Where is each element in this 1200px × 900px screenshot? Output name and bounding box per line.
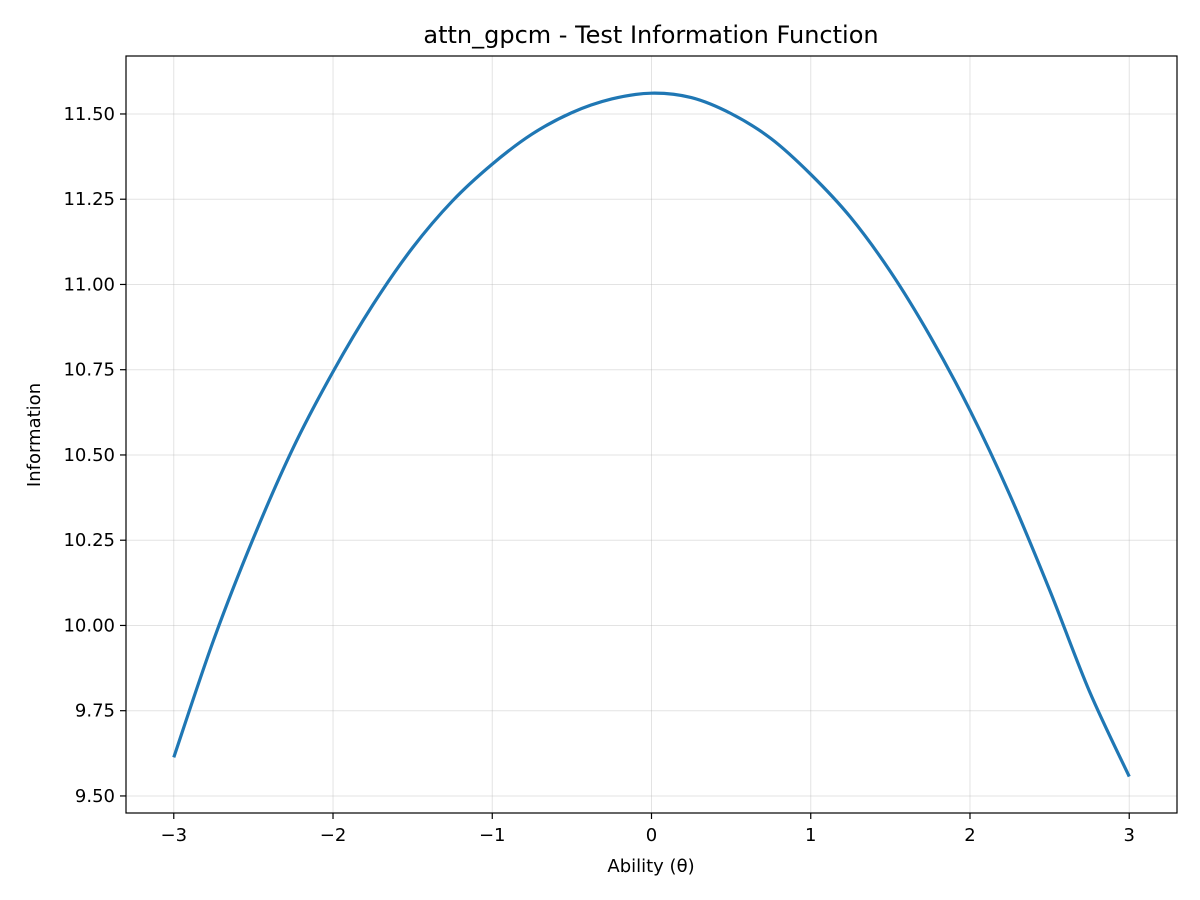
y-axis-ticks: 9.50 9.75 10.00 10.25 10.50 10.75 11.00 11.25 11… [63, 104, 126, 807]
x-tick-label: 3 [1124, 825, 1135, 846]
x-tick-label: 1 [805, 825, 816, 846]
y-tick-label: 9.50 [75, 786, 115, 807]
y-tick-label: 11.50 [63, 104, 115, 125]
y-tick-label: 10.75 [63, 360, 115, 381]
chart-title: attn_gpcm - Test Information Function [423, 21, 878, 49]
y-tick-label: 11.00 [63, 274, 115, 295]
x-axis-ticks: −3 −2 −1 0 1 2 3 [160, 813, 1135, 846]
x-axis-label: Ability (θ) [607, 856, 694, 877]
y-tick-label: 9.75 [75, 701, 115, 722]
series-layer [172, 91, 1131, 778]
x-tick-label: −3 [160, 825, 187, 846]
y-tick-label: 11.25 [63, 189, 115, 210]
y-axis-label: Information [24, 383, 45, 487]
x-tick-label: −1 [479, 825, 506, 846]
x-tick-label: 0 [646, 825, 657, 846]
information-curve-line [172, 91, 1131, 778]
y-tick-label: 10.00 [63, 615, 115, 636]
grid [126, 56, 1177, 813]
y-tick-label: 10.50 [63, 445, 115, 466]
y-tick-label: 10.25 [63, 530, 115, 551]
x-tick-label: −2 [320, 825, 347, 846]
x-tick-label: 2 [964, 825, 975, 846]
